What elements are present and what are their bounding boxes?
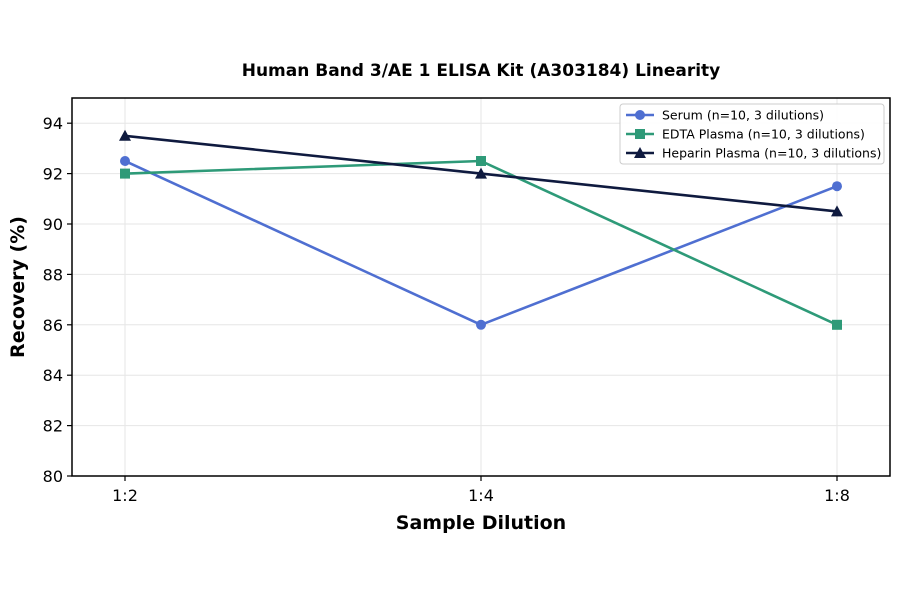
data-point <box>476 319 486 330</box>
legend-item: Serum (n=10, 3 dilutions) <box>626 108 824 123</box>
legend-label: Serum (n=10, 3 dilutions) <box>662 108 824 123</box>
data-point <box>120 168 130 179</box>
series-1 <box>120 156 842 330</box>
y-tick-label: 90 <box>43 215 63 234</box>
y-tick-label: 82 <box>43 417 63 436</box>
y-tick-label: 86 <box>43 316 63 335</box>
x-axis-label: Sample Dilution <box>396 512 566 534</box>
legend-swatch-marker <box>635 129 645 139</box>
legend-swatch-marker <box>635 110 645 120</box>
series-2 <box>119 129 843 217</box>
y-tick-label: 84 <box>43 366 63 385</box>
data-point <box>119 129 131 141</box>
data-point <box>120 156 130 166</box>
series-0 <box>120 156 842 330</box>
x-tick-label: 1:2 <box>112 486 138 505</box>
legend-label: Heparin Plasma (n=10, 3 dilutions) <box>662 146 881 161</box>
x-tick-label: 1:4 <box>468 486 494 505</box>
chart-title: Human Band 3/AE 1 ELISA Kit (A303184) Li… <box>242 61 721 81</box>
y-tick-label: 92 <box>43 165 63 184</box>
legend-item: Heparin Plasma (n=10, 3 dilutions) <box>626 146 881 161</box>
data-point <box>832 319 842 330</box>
series-layer <box>119 129 843 330</box>
y-tick-label: 94 <box>43 114 63 133</box>
legend-swatch-marker <box>634 147 646 158</box>
data-point <box>831 205 843 217</box>
y-tick-label: 80 <box>43 467 63 486</box>
legend: Serum (n=10, 3 dilutions) EDTA Plasma (n=… <box>619 103 885 165</box>
y-axis-label: Recovery (%) <box>7 216 29 358</box>
axis-ticks: 80 82 84 86 88 90 92 94 1:2 1:4 1:8 <box>43 114 850 505</box>
data-point <box>476 156 486 166</box>
data-point <box>832 181 842 192</box>
x-tick-label: 1:8 <box>824 486 850 505</box>
y-tick-label: 88 <box>43 265 63 284</box>
legend-item: EDTA Plasma (n=10, 3 dilutions) <box>626 127 865 142</box>
legend-label: EDTA Plasma (n=10, 3 dilutions) <box>662 127 865 142</box>
data-point <box>475 167 487 179</box>
legend-box <box>619 103 885 165</box>
